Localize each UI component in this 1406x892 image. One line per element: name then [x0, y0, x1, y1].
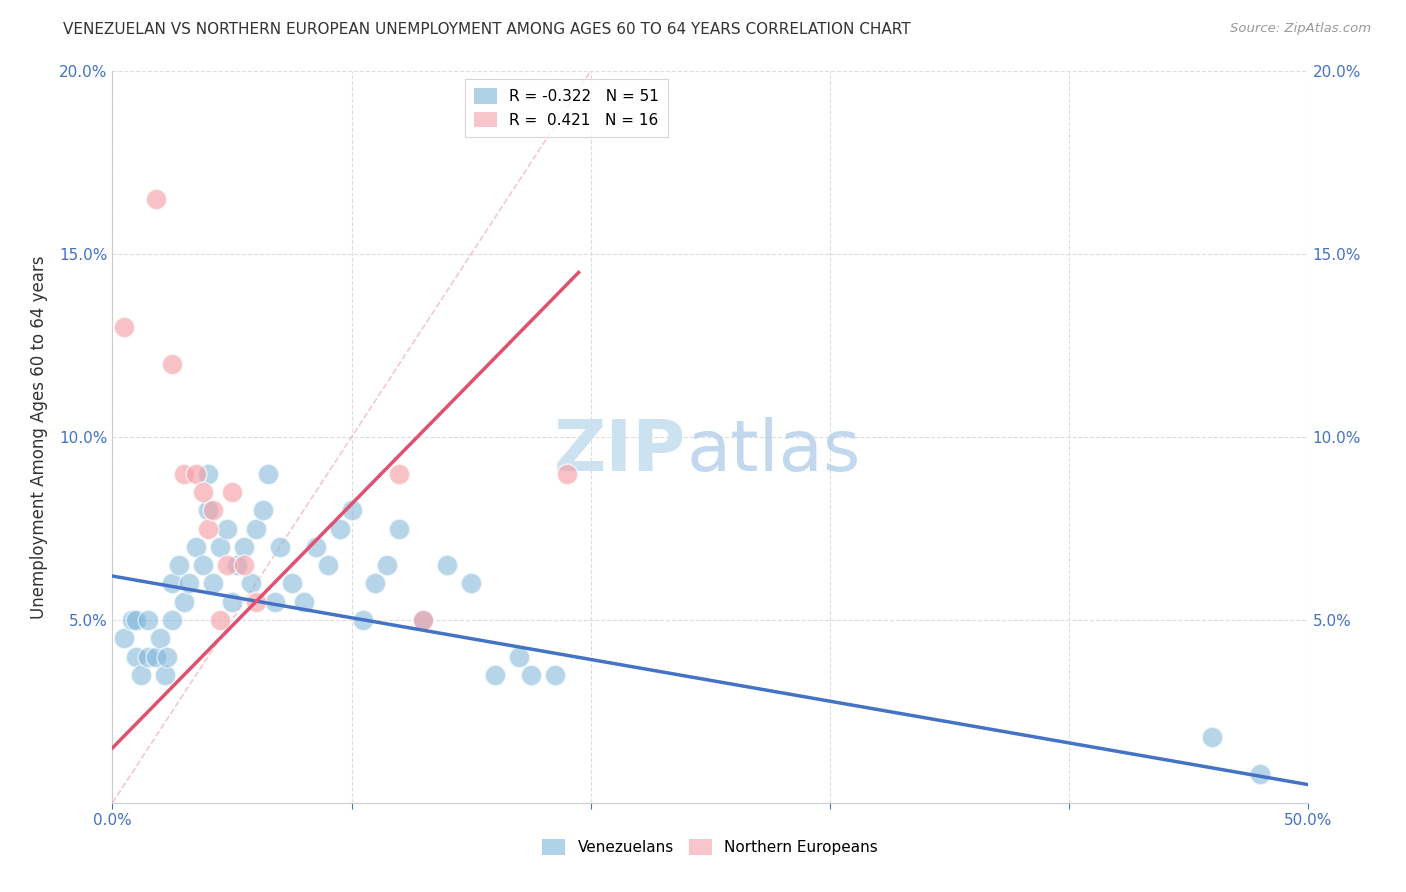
Y-axis label: Unemployment Among Ages 60 to 64 years: Unemployment Among Ages 60 to 64 years [30, 255, 48, 619]
Point [114, 632, 135, 646]
Point [221, 594, 243, 608]
Point [209, 613, 232, 627]
Point [217, 558, 239, 573]
Point [1201, 730, 1223, 744]
Point [412, 613, 434, 627]
Text: VENEZUELAN VS NORTHERN EUROPEAN UNEMPLOYMENT AMONG AGES 60 TO 64 YEARS CORRELATI: VENEZUELAN VS NORTHERN EUROPEAN UNEMPLOY… [63, 22, 911, 37]
Point [508, 649, 530, 664]
Point [197, 467, 219, 481]
Point [125, 649, 148, 664]
Point [209, 540, 232, 554]
Point [201, 503, 224, 517]
Point [245, 594, 267, 608]
Point [162, 576, 183, 591]
Point [329, 521, 352, 535]
Point [225, 558, 247, 573]
Point [217, 521, 239, 535]
Point [252, 503, 274, 517]
Point [352, 613, 374, 627]
Point [197, 503, 219, 517]
Point [193, 485, 215, 500]
Text: Source: ZipAtlas.com: Source: ZipAtlas.com [1230, 22, 1371, 36]
Point [233, 540, 256, 554]
Point [543, 667, 565, 681]
Point [340, 503, 363, 517]
Point [1249, 766, 1271, 780]
Point [233, 558, 256, 573]
Point [129, 667, 152, 681]
Text: atlas: atlas [686, 417, 860, 486]
Point [186, 540, 208, 554]
Point [156, 649, 179, 664]
Point [412, 613, 434, 627]
Point [520, 667, 543, 681]
Point [281, 576, 304, 591]
Point [197, 521, 219, 535]
Point [169, 558, 191, 573]
Point [305, 540, 328, 554]
Point [221, 485, 243, 500]
Point [316, 558, 339, 573]
Point [201, 576, 224, 591]
Point [145, 192, 167, 206]
Point [484, 667, 506, 681]
Point [436, 558, 458, 573]
Point [149, 632, 172, 646]
Point [145, 649, 167, 664]
Point [364, 576, 387, 591]
Point [162, 357, 183, 371]
Point [388, 467, 411, 481]
Legend: Venezuelans, Northern Europeans: Venezuelans, Northern Europeans [536, 833, 884, 861]
Point [193, 558, 215, 573]
Point [245, 521, 267, 535]
Point [125, 613, 148, 627]
Point [138, 613, 160, 627]
Point [162, 613, 183, 627]
Point [153, 667, 176, 681]
Point [269, 540, 291, 554]
Point [555, 467, 578, 481]
Point [114, 320, 135, 334]
Point [264, 594, 287, 608]
Point [186, 467, 208, 481]
Point [257, 467, 280, 481]
Point [377, 558, 399, 573]
Text: ZIP: ZIP [554, 417, 686, 486]
Point [138, 649, 160, 664]
Point [173, 594, 195, 608]
Point [460, 576, 482, 591]
Point [177, 576, 200, 591]
Point [121, 613, 143, 627]
Point [388, 521, 411, 535]
Point [240, 576, 263, 591]
Point [292, 594, 315, 608]
Point [173, 467, 195, 481]
